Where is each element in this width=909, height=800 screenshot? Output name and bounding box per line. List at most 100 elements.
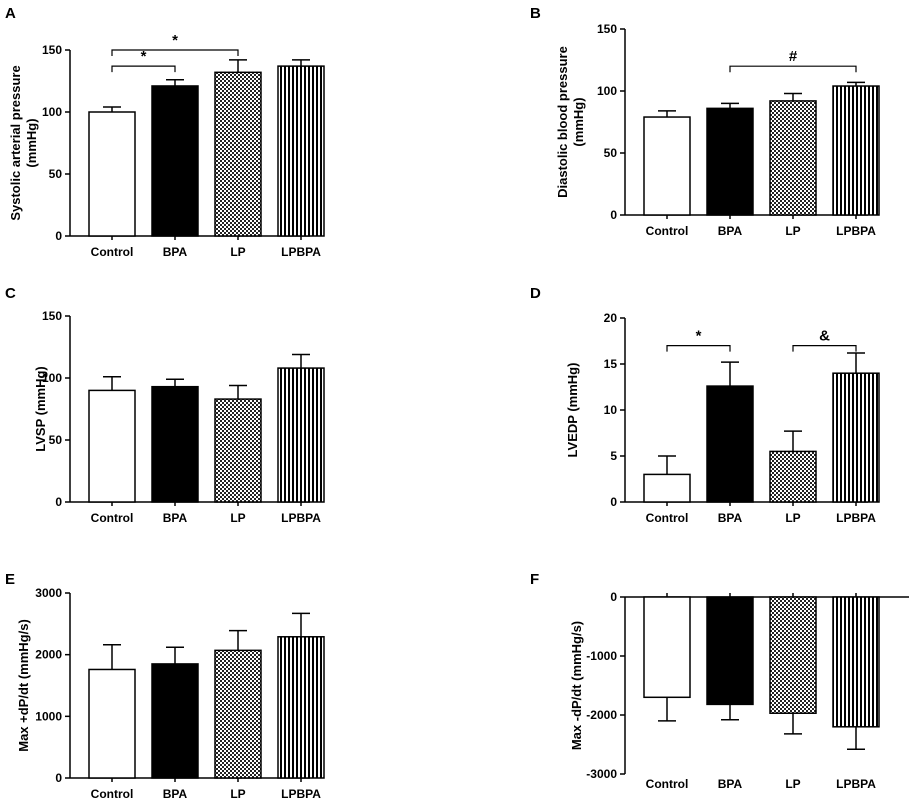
y-tick-label: -3000: [586, 767, 617, 781]
bar-lp: [769, 596, 817, 714]
y-tick-label: -2000: [586, 708, 617, 722]
bar-bpa: [706, 385, 754, 503]
y-axis-title: Systolic arterial pressure: [8, 65, 23, 220]
x-tick-label: Control: [91, 245, 134, 259]
y-tick-label: 0: [610, 208, 617, 222]
y-tick-label: 100: [42, 105, 62, 119]
bar-lpbpa: [832, 85, 880, 216]
bar-lp: [214, 649, 262, 779]
y-axis-title: Max +dP/dt (mmHg/s): [16, 619, 31, 752]
bar-bpa: [706, 107, 754, 216]
y-tick-label: 100: [597, 84, 617, 98]
y-tick-label: 0: [610, 495, 617, 509]
x-tick-label: LPBPA: [836, 777, 876, 791]
bar-control: [643, 596, 691, 699]
y-axis-title: LVSP (mmHg): [33, 366, 48, 451]
bar-lpbpa: [277, 636, 325, 779]
x-tick-label: Control: [646, 777, 689, 791]
panel-letter: F: [530, 571, 539, 588]
bar-bpa: [706, 596, 754, 706]
x-tick-label: Control: [91, 787, 134, 800]
bar-lpbpa: [832, 596, 880, 728]
significance-bracket: [111, 49, 239, 56]
x-tick-label: LP: [230, 511, 245, 525]
y-tick-label: 15: [604, 357, 618, 371]
bar-bpa: [151, 663, 199, 779]
x-tick-label: Control: [646, 224, 689, 238]
y-axis-title: Diastolic blood pressure: [555, 46, 570, 198]
y-tick-label: 50: [604, 146, 618, 160]
x-tick-label: LP: [785, 224, 800, 238]
x-tick-label: LP: [785, 511, 800, 525]
significance-bracket: [111, 65, 176, 73]
x-tick-label: LP: [230, 787, 245, 800]
y-tick-label: 0: [55, 495, 62, 509]
y-tick-label: 100: [42, 371, 62, 385]
y-axis-title: (mmHg): [24, 118, 39, 167]
y-tick-label: 150: [42, 43, 62, 57]
panel-d-lvedp: D 0 5 10 15 20 LVEDP (mmHg) Control BPA LP LPBPA * &: [530, 285, 880, 525]
significance-bracket: [666, 345, 731, 352]
x-tick-label: LPBPA: [281, 787, 321, 800]
y-tick-label: 50: [49, 167, 63, 181]
x-tick-label: LPBPA: [281, 245, 321, 259]
y-tick-label: -1000: [586, 649, 617, 663]
panel-f-max-minus-dpdt: F -3000 -2000 -1000 0 Max -dP/dt (mmHg/s) Cont…: [530, 571, 909, 791]
panel-letter: C: [5, 285, 16, 302]
x-tick-label: BPA: [163, 245, 188, 259]
y-tick-label: 2000: [35, 648, 62, 662]
x-tick-label: LP: [785, 777, 800, 791]
bar-bpa: [151, 85, 199, 237]
x-tick-label: Control: [91, 511, 134, 525]
y-axis-title: Max -dP/dt (mmHg/s): [569, 621, 584, 750]
y-tick-label: 20: [604, 311, 618, 325]
y-tick-label: 0: [55, 771, 62, 785]
bar-control: [88, 111, 136, 237]
x-tick-label: BPA: [718, 777, 743, 791]
panel-letter: B: [530, 5, 541, 22]
x-tick-label: LPBPA: [281, 511, 321, 525]
x-tick-label: BPA: [163, 787, 188, 800]
panel-e-max-plus-dpdt: E 0 1000 2000 3000 Max +dP/dt (mmHg/s) Control…: [5, 571, 325, 800]
bar-bpa: [151, 385, 199, 503]
significance-mark: #: [789, 48, 798, 65]
x-tick-label: BPA: [718, 224, 743, 238]
bar-control: [88, 389, 136, 503]
significance-mark: *: [172, 32, 178, 49]
x-tick-label: BPA: [163, 511, 188, 525]
bar-lp: [769, 100, 817, 216]
bar-lp: [769, 450, 817, 503]
bar-lp: [214, 71, 262, 237]
panel-a-systolic-pressure: A 0 50 100 150 Systolic arterial pressure (mmH…: [5, 5, 325, 259]
y-tick-label: 1000: [35, 709, 62, 723]
bar-lpbpa: [277, 65, 325, 237]
y-tick-label: 5: [610, 449, 617, 463]
y-tick-label: 10: [604, 403, 618, 417]
x-tick-label: LPBPA: [836, 511, 876, 525]
bar-control: [643, 116, 691, 216]
y-axis-title: LVEDP (mmHg): [565, 363, 580, 458]
y-tick-label: 150: [42, 309, 62, 323]
bar-control: [88, 668, 136, 779]
y-tick-label: 50: [49, 433, 63, 447]
significance-mark: *: [141, 48, 147, 65]
significance-mark: *: [696, 328, 702, 345]
bar-lp: [214, 398, 262, 503]
x-tick-label: Control: [646, 511, 689, 525]
y-tick-label: 0: [610, 590, 617, 604]
y-tick-label: 3000: [35, 586, 62, 600]
significance-bracket: [792, 345, 857, 352]
x-tick-label: BPA: [718, 511, 743, 525]
y-tick-label: 150: [597, 22, 617, 36]
panel-letter: D: [530, 285, 541, 302]
bar-lpbpa: [277, 367, 325, 503]
significance-mark: &: [819, 328, 830, 345]
y-axis-title: (mmHg): [571, 97, 586, 146]
bar-control: [643, 473, 691, 503]
x-tick-label: LPBPA: [836, 224, 876, 238]
panel-letter: A: [5, 5, 16, 22]
significance-bracket: [729, 65, 857, 73]
panel-letter: E: [5, 571, 15, 588]
y-tick-label: 0: [55, 229, 62, 243]
